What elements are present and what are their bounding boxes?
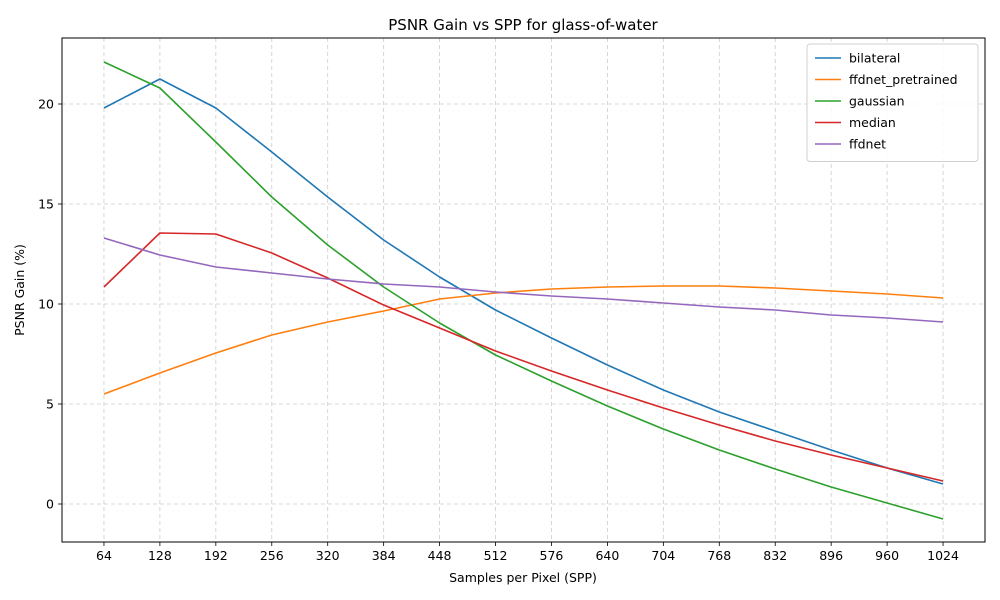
x-tick-label: 512 [484,548,508,563]
x-tick-label: 896 [819,548,843,563]
x-tick-label: 64 [96,548,112,563]
y-tick-label: 5 [46,397,54,412]
x-tick-label: 704 [651,548,675,563]
y-axis-label: PSNR Gain (%) [12,244,27,336]
x-axis-ticks: 64 128 192 256 320 384 448 512 576 640 704 768 832 89… [96,542,959,563]
chart-title: PSNR Gain vs SPP for glass-of-water [388,16,658,34]
x-tick-label: 320 [316,548,340,563]
series-line-bilateral [103,78,944,485]
y-tick-label: 10 [38,297,54,312]
series-line-ffdnet [103,237,944,323]
y-tick-label: 15 [38,197,54,212]
y-axis-ticks: 0 5 10 15 20 [38,97,62,512]
legend-label: median [849,115,896,130]
x-tick-label: 128 [148,548,172,563]
series-lines [103,61,944,520]
legend-box [806,43,979,162]
series-line-median [103,232,944,482]
legend-label: ffdnet [849,137,886,152]
x-tick-label: 576 [540,548,564,563]
series-line-gaussian [103,61,944,520]
x-tick-label: 192 [204,548,228,563]
x-tick-label: 832 [763,548,787,563]
grid [62,38,985,542]
x-tick-label: 448 [428,548,452,563]
plot-frame [61,37,986,543]
x-axis-label: Samples per Pixel (SPP) [449,570,597,585]
legend-label: gaussian [849,94,905,109]
x-tick-label: 768 [707,548,731,563]
legend: bilateral ffdnet_pretrained gaussian median… [806,43,979,162]
y-tick-label: 20 [38,97,54,112]
x-tick-label: 1024 [927,548,959,563]
y-tick-label: 0 [46,497,54,512]
x-tick-label: 640 [595,548,619,563]
legend-label: bilateral [849,51,900,66]
x-tick-label: 384 [372,548,396,563]
legend-label: ffdnet_pretrained [849,72,958,87]
series-line-ffdnet-pretrained [103,285,944,395]
x-tick-label: 960 [875,548,899,563]
x-tick-label: 256 [260,548,284,563]
